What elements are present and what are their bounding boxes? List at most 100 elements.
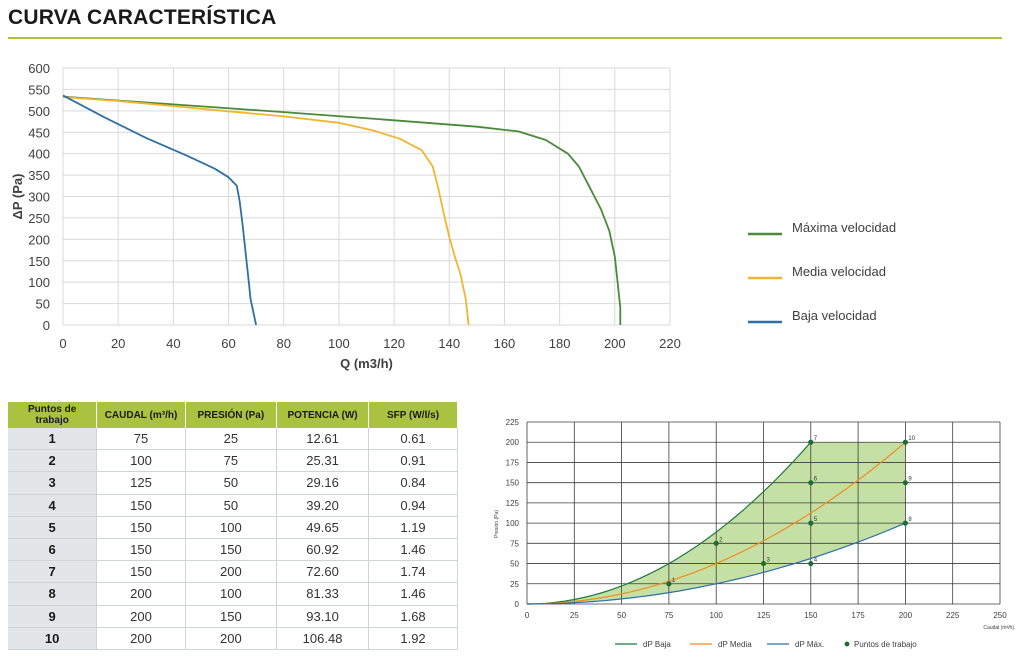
work-point-9 xyxy=(902,480,908,486)
table-cell: 29.16 xyxy=(276,471,370,495)
series-line-2 xyxy=(62,94,257,326)
table-cell: 75 xyxy=(96,428,186,451)
table-cell: 25.31 xyxy=(276,449,370,473)
point-number-cell: 7 xyxy=(8,560,98,584)
characteristic-curve-chart: 0 50 100 150 200 250 300 350 400 450 500 550 600 0 20 4… xyxy=(10,61,896,371)
y-tick-label: 25 xyxy=(510,580,519,589)
series-line-0 xyxy=(526,441,812,605)
table-cell: 1.46 xyxy=(368,582,458,606)
table-cell: 0.84 xyxy=(368,471,458,495)
x-tick-label: 220 xyxy=(659,336,681,351)
y-tick-label: 150 xyxy=(506,479,520,488)
legend-label-2: Baja velocidad xyxy=(792,308,877,323)
work-point-6 xyxy=(808,480,814,486)
work-point-label: 5 xyxy=(814,517,818,523)
column-header: POTENCIA (W) xyxy=(276,402,370,428)
table-body: 1 75 25 12.61 0.61 2 100 75 25.31 0.91 3 125 50 29.16… xyxy=(8,428,458,650)
y-tick-label: 600 xyxy=(28,61,50,76)
table-row: 5 150 100 49.65 1.19 xyxy=(8,516,458,539)
table-cell: 12.61 xyxy=(276,428,370,451)
table-row: 4 150 50 39.20 0.94 xyxy=(8,494,458,517)
legend-marker-points xyxy=(844,641,850,647)
table-cell: 150 xyxy=(96,560,186,584)
y-tick-label: 500 xyxy=(28,104,50,119)
table-cell: 1.19 xyxy=(368,516,458,539)
legend-label-2: dP Máx. xyxy=(795,640,824,649)
point-number-cell: 10 xyxy=(8,627,98,650)
table-row: 8 200 100 81.33 1.46 xyxy=(8,582,458,606)
table-cell: 150 xyxy=(96,516,186,539)
work-point-label: 6 xyxy=(814,477,818,483)
y-tick-label: 450 xyxy=(28,125,50,140)
table-cell: 50 xyxy=(185,471,278,495)
table-cell: 100 xyxy=(96,449,186,473)
table-row: 6 150 150 60.92 1.46 xyxy=(8,538,458,562)
work-point-label: 4 xyxy=(814,558,818,564)
work-point-7 xyxy=(808,439,814,445)
y-tick-label: 50 xyxy=(510,560,519,569)
point-number-cell: 1 xyxy=(8,428,98,451)
table-cell: 0.61 xyxy=(368,428,458,451)
point-number-cell: 4 xyxy=(8,494,98,517)
point-number-cell: 6 xyxy=(8,538,98,562)
table-cell: 1.68 xyxy=(368,605,458,628)
y-tick-label: 350 xyxy=(28,168,50,183)
work-point-3 xyxy=(760,560,767,567)
y-tick-label: 250 xyxy=(28,211,50,226)
table-cell: 200 xyxy=(185,560,278,584)
column-header: CAUDAL (m³/h) xyxy=(96,402,186,428)
legend-label-0: Máxima velocidad xyxy=(792,220,896,235)
work-point-label: 10 xyxy=(908,436,915,442)
x-tick-label: 100 xyxy=(710,611,724,620)
work-points-table: Puntos de trabajo CAUDAL (m³/h) PRESIÓN (P… xyxy=(8,402,458,650)
table-cell: 200 xyxy=(96,605,186,628)
y-tick-label: 550 xyxy=(28,82,50,97)
y-tick-label: 200 xyxy=(506,438,520,447)
x-tick-label: 175 xyxy=(851,611,865,620)
table-cell: 150 xyxy=(96,538,186,562)
y-tick-label: 50 xyxy=(36,297,50,312)
y-tick-label: 175 xyxy=(506,458,520,467)
table-cell: 200 xyxy=(96,627,186,650)
table-cell: 1.92 xyxy=(368,627,458,650)
x-tick-label: 40 xyxy=(166,336,180,351)
column-header: SFP (W/l/s) xyxy=(368,402,458,428)
column-header: PRESIÓN (Pa) xyxy=(185,402,278,428)
x-tick-label: 180 xyxy=(549,336,571,351)
table-cell: 49.65 xyxy=(276,516,370,539)
table-cell: 72.60 xyxy=(276,560,370,584)
x-tick-label: 160 xyxy=(494,336,516,351)
point-number-cell: 3 xyxy=(8,471,98,495)
table-cell: 150 xyxy=(185,605,278,628)
table-cell: 50 xyxy=(185,494,278,517)
legend-label-1: dP Media xyxy=(718,640,752,649)
point-number-cell: 5 xyxy=(8,516,98,539)
series-line-0 xyxy=(62,95,622,325)
table-row: 10 200 200 106.48 1.92 xyxy=(8,627,458,650)
work-point-label: 3 xyxy=(767,558,771,564)
x-axis-label: Q (m3/h) xyxy=(340,356,393,371)
y-tick-label: 0 xyxy=(43,318,50,333)
point-number-cell: 8 xyxy=(8,582,98,606)
point-number-cell: 9 xyxy=(8,605,98,628)
x-tick-label: 250 xyxy=(993,611,1007,620)
work-point-8 xyxy=(902,520,908,526)
y-tick-label: 225 xyxy=(506,418,520,427)
y-tick-label: 0 xyxy=(515,600,520,609)
y-tick-label: 200 xyxy=(28,232,50,247)
table-cell: 106.48 xyxy=(276,627,370,650)
x-tick-label: 0 xyxy=(525,611,530,620)
x-tick-label: 125 xyxy=(757,611,771,620)
x-tick-label: 20 xyxy=(111,336,125,351)
table-cell: 0.94 xyxy=(368,494,458,517)
x-tick-label: 0 xyxy=(59,336,66,351)
table-cell: 1.74 xyxy=(368,560,458,584)
work-point-label: 1 xyxy=(672,578,676,584)
point-number-cell: 2 xyxy=(8,449,98,473)
x-tick-label: 225 xyxy=(946,611,960,620)
work-point-5 xyxy=(808,520,814,526)
legend-label-0: dP Baja xyxy=(643,640,671,649)
title-divider xyxy=(8,37,1002,39)
x-tick-label: 200 xyxy=(899,611,913,620)
table-cell: 81.33 xyxy=(276,582,370,606)
